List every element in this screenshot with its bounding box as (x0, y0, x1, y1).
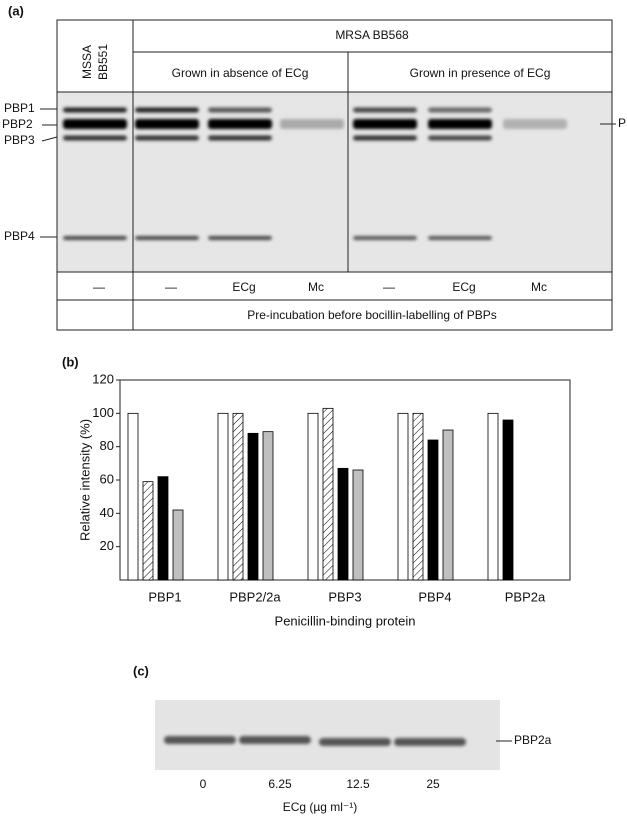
panel-label: (c) (133, 663, 149, 678)
bar (307, 412, 319, 581)
lane-label: Mc (531, 280, 547, 294)
lane-label: — (165, 280, 177, 294)
gel-band (63, 107, 127, 113)
gel-band (353, 236, 417, 240)
band-label-right: PBP2a (514, 733, 552, 747)
condition-label: Grown in presence of ECg (410, 66, 551, 80)
gel-band (63, 135, 127, 141)
gel-band (164, 736, 236, 744)
gel-band (135, 236, 199, 240)
x-axis-label: ECg (µg ml⁻¹) (283, 800, 358, 814)
lane-label: 6.25 (268, 777, 292, 791)
gel-band (208, 107, 272, 113)
bar (262, 431, 274, 581)
bar (127, 412, 139, 581)
condition-label: Grown in absence of ECg (172, 66, 309, 80)
bar (142, 481, 154, 581)
bar (337, 467, 349, 581)
bar (427, 439, 439, 581)
x-tick-label: PBP2/2a (229, 589, 281, 604)
gel-band (63, 119, 127, 129)
bar (247, 432, 259, 581)
gel-band (208, 135, 272, 141)
gel-band (208, 119, 272, 129)
lane-label: 25 (426, 777, 440, 791)
x-tick-label: PBP2a (505, 589, 546, 604)
gel-band (353, 135, 417, 141)
band-pointers (40, 108, 616, 238)
gel-band (63, 236, 127, 240)
x-tick-label: PBP4 (418, 589, 451, 604)
bar (352, 469, 364, 581)
bar (487, 412, 499, 581)
footer-label: Pre-incubation before bocillin-labelling… (247, 308, 496, 322)
lane-label: 12.5 (346, 777, 370, 791)
strain-label: MSSA (80, 45, 94, 79)
band-label: PBP2 (2, 117, 33, 131)
gel-band (394, 738, 466, 746)
band-label: PBP4 (4, 229, 35, 243)
x-axis-label: Penicillin-binding protein (275, 613, 416, 628)
gel-c (155, 700, 500, 770)
lane-label: — (383, 280, 395, 294)
lane-label: 0 (200, 777, 207, 791)
gel-band (135, 135, 199, 141)
gel-band (135, 119, 199, 129)
strain-label: BB551 (96, 44, 110, 80)
bar (442, 429, 454, 581)
gel-band (135, 107, 199, 113)
gel-band (353, 119, 417, 129)
gel-bands (63, 107, 567, 240)
gel-band (319, 738, 391, 746)
panel-label: (b) (62, 354, 79, 369)
y-tick-label: 40 (100, 505, 114, 520)
band-label: PBP3 (4, 133, 35, 147)
bar (412, 412, 424, 581)
y-tick-label: 20 (100, 538, 114, 553)
gel-band (353, 107, 417, 113)
bar (397, 412, 409, 581)
gel-band (208, 236, 272, 240)
gel-band (428, 107, 492, 113)
lane-label: ECg (452, 280, 475, 294)
band-label: PBP1 (4, 101, 35, 115)
gel-band (428, 236, 492, 240)
band-label-right: PBP2a (618, 116, 627, 130)
bar (232, 412, 244, 581)
bar (157, 476, 169, 581)
bar (217, 412, 229, 581)
x-tick-label: PBP3 (328, 589, 361, 604)
lane-label: Mc (308, 280, 324, 294)
gel-bands (164, 736, 466, 746)
y-tick-label: 60 (100, 471, 114, 486)
bar (322, 407, 334, 581)
lane-label: — (93, 280, 105, 294)
panel-label: (a) (8, 3, 24, 18)
gel-band (239, 736, 311, 744)
y-tick-label: 120 (92, 371, 114, 386)
gel-band (428, 119, 492, 129)
strain-label: MRSA BB568 (335, 28, 409, 42)
bar (172, 509, 184, 581)
x-tick-label: PBP1 (148, 589, 181, 604)
bar (502, 419, 514, 581)
gel-band (503, 119, 567, 129)
y-tick-label: 80 (100, 438, 114, 453)
lane-label: ECg (232, 280, 255, 294)
gel-band (428, 135, 492, 141)
y-tick-label: 100 (92, 405, 114, 420)
gel-band (280, 119, 344, 129)
y-axis-label: Relative intensity (%) (77, 419, 92, 541)
